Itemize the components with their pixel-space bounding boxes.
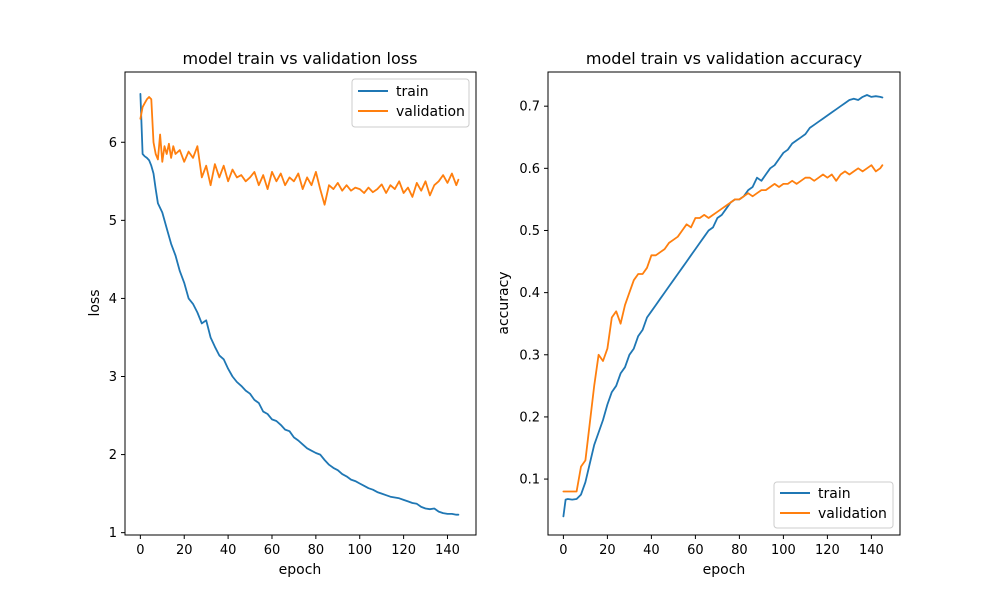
accuracy-y-tick-label: 0.5 <box>519 224 540 239</box>
loss-y-tick-label: 6 <box>109 136 117 151</box>
accuracy-x-tick-label: 120 <box>815 543 840 558</box>
accuracy-x-tick-label: 140 <box>859 543 884 558</box>
accuracy-x-tick-label: 80 <box>731 543 748 558</box>
accuracy-chart: model train vs validation accuracy epoch… <box>496 49 901 578</box>
accuracy-x-tick-label: 60 <box>687 543 704 558</box>
loss-legend: train validation <box>351 78 470 128</box>
accuracy-x-tick-label: 0 <box>559 543 567 558</box>
accuracy-ticks: 0 20 40 60 80 100 120 140 0.1 0.2 0.3 0.4 0.5 0.6 0.7 <box>519 100 884 558</box>
accuracy-y-tick-label: 0.1 <box>519 473 540 488</box>
accuracy-y-tick-label: 0.6 <box>519 162 540 177</box>
loss-x-tick-label: 100 <box>347 543 372 558</box>
accuracy-x-tick-label: 100 <box>771 543 796 558</box>
accuracy-axes-frame <box>547 71 901 536</box>
loss-x-tick-label: 80 <box>308 543 325 558</box>
accuracy-series <box>562 94 884 518</box>
loss-chart: model train vs validation loss epoch los… <box>87 49 477 578</box>
loss-x-tick-label: 120 <box>391 543 416 558</box>
loss-y-tick-label: 4 <box>109 292 117 307</box>
loss-y-tick-label: 1 <box>109 526 117 541</box>
loss-y-tick-label: 3 <box>109 370 117 385</box>
accuracy-x-tick-label: 20 <box>599 543 616 558</box>
loss-y-tick-label: 5 <box>109 214 117 229</box>
accuracy-y-axis-label: accuracy <box>496 271 512 334</box>
loss-y-axis-label: loss <box>87 289 103 316</box>
loss-x-tick-label: 40 <box>220 543 237 558</box>
accuracy-legend-label-validation: validation <box>818 506 887 522</box>
accuracy-legend: train validation <box>773 481 894 529</box>
loss-x-tick-label: 20 <box>176 543 193 558</box>
loss-legend-label-validation: validation <box>396 104 465 120</box>
accuracy-y-tick-label: 0.3 <box>519 348 540 363</box>
loss-x-axis-label: epoch <box>279 562 322 578</box>
accuracy-chart-title: model train vs validation accuracy <box>586 49 862 68</box>
accuracy-x-tick-label: 40 <box>643 543 660 558</box>
accuracy-y-tick-label: 0.7 <box>519 100 540 115</box>
accuracy-y-tick-label: 0.4 <box>519 286 540 301</box>
loss-y-tick-label: 2 <box>109 448 117 463</box>
loss-axes-frame <box>124 71 477 536</box>
accuracy-x-axis-label: epoch <box>703 562 746 578</box>
accuracy-y-tick-label: 0.2 <box>519 410 540 425</box>
accuracy-legend-label-train: train <box>818 486 851 502</box>
loss-validation-line <box>139 96 460 206</box>
loss-x-tick-label: 0 <box>136 543 144 558</box>
loss-x-tick-label: 60 <box>264 543 281 558</box>
accuracy-validation-line <box>562 164 884 493</box>
loss-x-tick-label: 140 <box>435 543 460 558</box>
loss-series <box>139 93 460 516</box>
loss-chart-title: model train vs validation loss <box>183 49 418 68</box>
loss-ticks: 0 20 40 60 80 100 120 140 1 2 3 4 5 6 <box>109 136 460 558</box>
loss-train-line <box>139 93 460 516</box>
accuracy-train-line <box>562 94 884 518</box>
loss-legend-label-train: train <box>396 84 429 100</box>
